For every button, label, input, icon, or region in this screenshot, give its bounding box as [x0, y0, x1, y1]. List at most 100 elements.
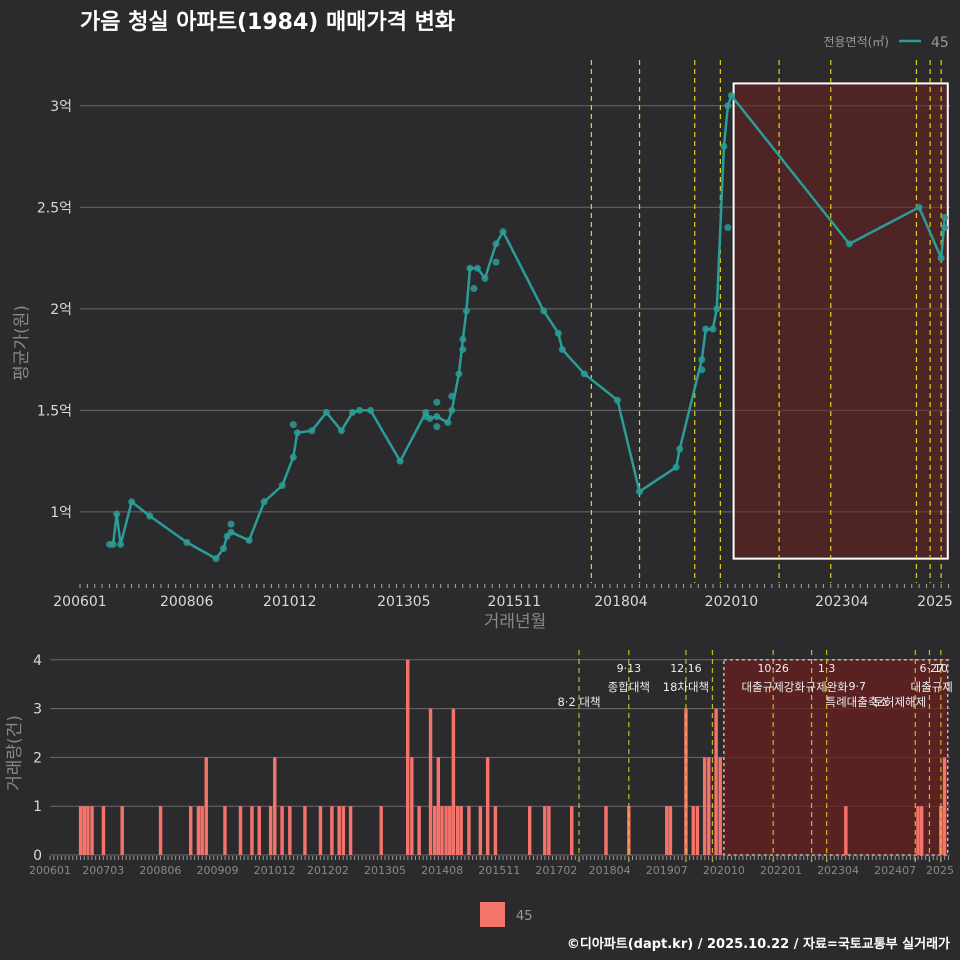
volume-bar: [318, 806, 323, 855]
price-data-point: [128, 498, 136, 506]
policy-annotation-date: 10: [934, 662, 948, 675]
volume-bar: [451, 708, 456, 855]
price-y-tick-label: 3억: [50, 99, 72, 115]
volume-bar: [288, 806, 292, 855]
price-x-axis-title: 거래년월: [484, 612, 547, 632]
volume-bar: [348, 806, 353, 855]
volume-x-tick-label: 202407: [874, 864, 916, 877]
volume-y-axis-title: 거래량(건): [5, 715, 25, 791]
price-data-point: [308, 427, 316, 435]
volume-y-tick-label: 2: [33, 750, 42, 766]
legend-bar-swatch: [480, 902, 505, 927]
policy-annotation-text: 대출규제: [911, 680, 953, 694]
top-legend: 전용면적(㎡) 45: [823, 35, 948, 51]
price-y-tick-label: 1.5억: [37, 403, 72, 419]
volume-bar: [330, 806, 334, 855]
volume-bar: [250, 806, 254, 855]
policy-annotation-text: 규제완화: [805, 680, 848, 694]
volume-bar: [467, 806, 471, 855]
price-data-point: [337, 427, 345, 435]
volume-bar: [916, 806, 920, 855]
price-data-point: [499, 228, 507, 236]
volume-x-tick-label: 201907: [646, 864, 688, 877]
price-data-point: [481, 274, 489, 282]
price-data-point: [473, 264, 481, 272]
volume-bar: [478, 806, 483, 855]
policy-annotation-date: 10·26: [757, 662, 789, 675]
volume-x-tick-label: 202010: [703, 864, 745, 877]
volume-bar: [570, 806, 574, 855]
volume-bar: [410, 757, 414, 855]
volume-highlight-box: [723, 659, 949, 856]
price-x-tick-label: 201305: [377, 594, 430, 610]
price-data-point: [322, 408, 330, 416]
price-data-point: [220, 544, 228, 552]
price-data-point: [433, 412, 441, 420]
price-data-point: [613, 396, 621, 404]
price-data-point: [915, 203, 923, 211]
volume-bar: [200, 806, 204, 855]
price-x-tick-label: 202304: [815, 594, 869, 610]
volume-bar: [543, 806, 547, 855]
volume-bar: [707, 757, 711, 855]
price-data-point: [941, 213, 949, 221]
price-data-point: [470, 285, 478, 293]
volume-x-tick-label: 201202: [307, 864, 349, 877]
volume-x-tick-label: 202201: [760, 864, 802, 877]
price-data-point: [459, 345, 467, 353]
volume-bar: [668, 806, 673, 855]
price-data-point: [698, 366, 706, 374]
policy-annotation-text: 대출규제강화: [741, 680, 805, 694]
price-y-tick-label: 2억: [50, 302, 72, 318]
price-data-point: [183, 538, 191, 546]
price-data-point: [278, 482, 286, 490]
price-data-point: [444, 419, 452, 427]
price-data-point: [724, 102, 732, 110]
volume-x-tick-label: 201804: [589, 864, 631, 877]
volume-bar: [379, 806, 383, 855]
price-x-tick-label: 201511: [488, 594, 541, 610]
price-data-point: [433, 423, 441, 431]
volume-bar: [665, 806, 669, 855]
price-data-point: [448, 392, 456, 400]
volume-bar: [406, 659, 410, 855]
price-data-point: [702, 325, 710, 333]
price-data-point: [396, 457, 404, 465]
price-data-point: [713, 305, 721, 313]
price-data-point: [227, 528, 235, 536]
price-data-point: [113, 510, 121, 518]
legend-bar-label: 45: [516, 909, 533, 924]
volume-bar: [493, 806, 498, 855]
legend-title: 전용면적(㎡): [823, 35, 889, 49]
volume-y-tick-label: 1: [33, 799, 42, 815]
volume-x-tick-label: 202304: [817, 864, 859, 877]
price-chart: 1억 1.5억 2억 2.5억 3억 200601 200806 201012 201305 20…: [37, 60, 953, 610]
volume-bar: [444, 806, 448, 855]
price-data-point: [367, 406, 375, 414]
volume-bar: [273, 757, 277, 855]
volume-bar: [341, 806, 346, 855]
volume-x-tick-label: 200601: [29, 864, 71, 877]
policy-annotation-text: 8·2 대책: [557, 695, 600, 709]
policy-annotation-text: 종합대책: [608, 680, 650, 694]
price-x-tick-label: 200601: [53, 594, 106, 610]
price-data-point: [492, 258, 500, 266]
volume-bar: [448, 806, 452, 855]
price-x-tick-label: 201804: [594, 594, 648, 610]
price-data-point: [356, 406, 364, 414]
price-data-point: [937, 254, 945, 262]
volume-x-tick-label: 201702: [535, 864, 577, 877]
price-data-point: [212, 555, 220, 563]
volume-x-tick-label: 201305: [364, 864, 406, 877]
price-data-point: [289, 453, 297, 461]
volume-x-tick-label: 200909: [197, 864, 239, 877]
volume-bar: [196, 806, 201, 855]
policy-annotation-date: 9·13: [617, 662, 642, 675]
price-x-tick-label: 2025: [917, 594, 953, 610]
volume-x-tick-label: 201408: [421, 864, 463, 877]
price-data-point: [117, 540, 125, 548]
volume-bar: [428, 708, 433, 855]
volume-bar: [455, 806, 460, 855]
volume-bar: [158, 806, 163, 855]
